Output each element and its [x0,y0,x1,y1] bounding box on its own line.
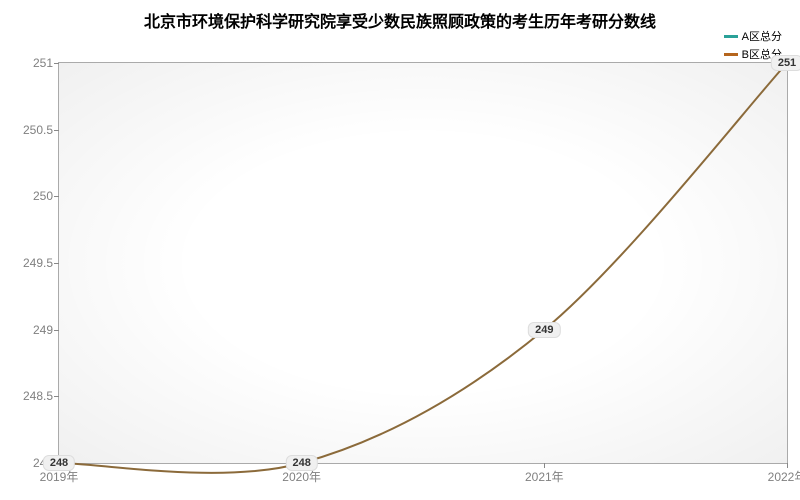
y-tick-mark [54,130,59,131]
y-tick-mark [54,263,59,264]
chart-container: 北京市环境保护科学研究院享受少数民族照顾政策的考生历年考研分数线 A区总分 B区… [0,0,800,500]
y-tick-mark [54,330,59,331]
data-point-label: 248 [43,455,75,471]
data-point-label: 251 [771,55,800,71]
x-tick-mark [787,463,788,468]
series-line-b [59,63,787,473]
legend-label-a: A区总分 [742,28,782,44]
data-point-label: 249 [528,322,560,338]
x-tick-mark [544,463,545,468]
y-tick-label: 250 [11,189,53,203]
chart-title: 北京市环境保护科学研究院享受少数民族照顾政策的考生历年考研分数线 [0,8,800,32]
legend-swatch-b [724,53,738,56]
plot-area: 248248.5249249.5250250.52512019年2020年202… [58,62,788,464]
legend-item-a: A区总分 [724,28,782,44]
plot-svg [59,63,787,463]
legend-swatch-a [724,35,738,38]
x-tick-label: 2022年 [768,468,800,485]
y-tick-label: 249 [11,323,53,337]
data-point-label: 248 [285,455,317,471]
y-tick-label: 251 [11,56,53,70]
x-tick-label: 2021年 [525,468,564,485]
y-tick-mark [54,196,59,197]
y-tick-label: 250.5 [11,123,53,137]
y-tick-label: 248.5 [11,389,53,403]
y-tick-mark [54,396,59,397]
y-tick-mark [54,63,59,64]
y-tick-label: 249.5 [11,256,53,270]
